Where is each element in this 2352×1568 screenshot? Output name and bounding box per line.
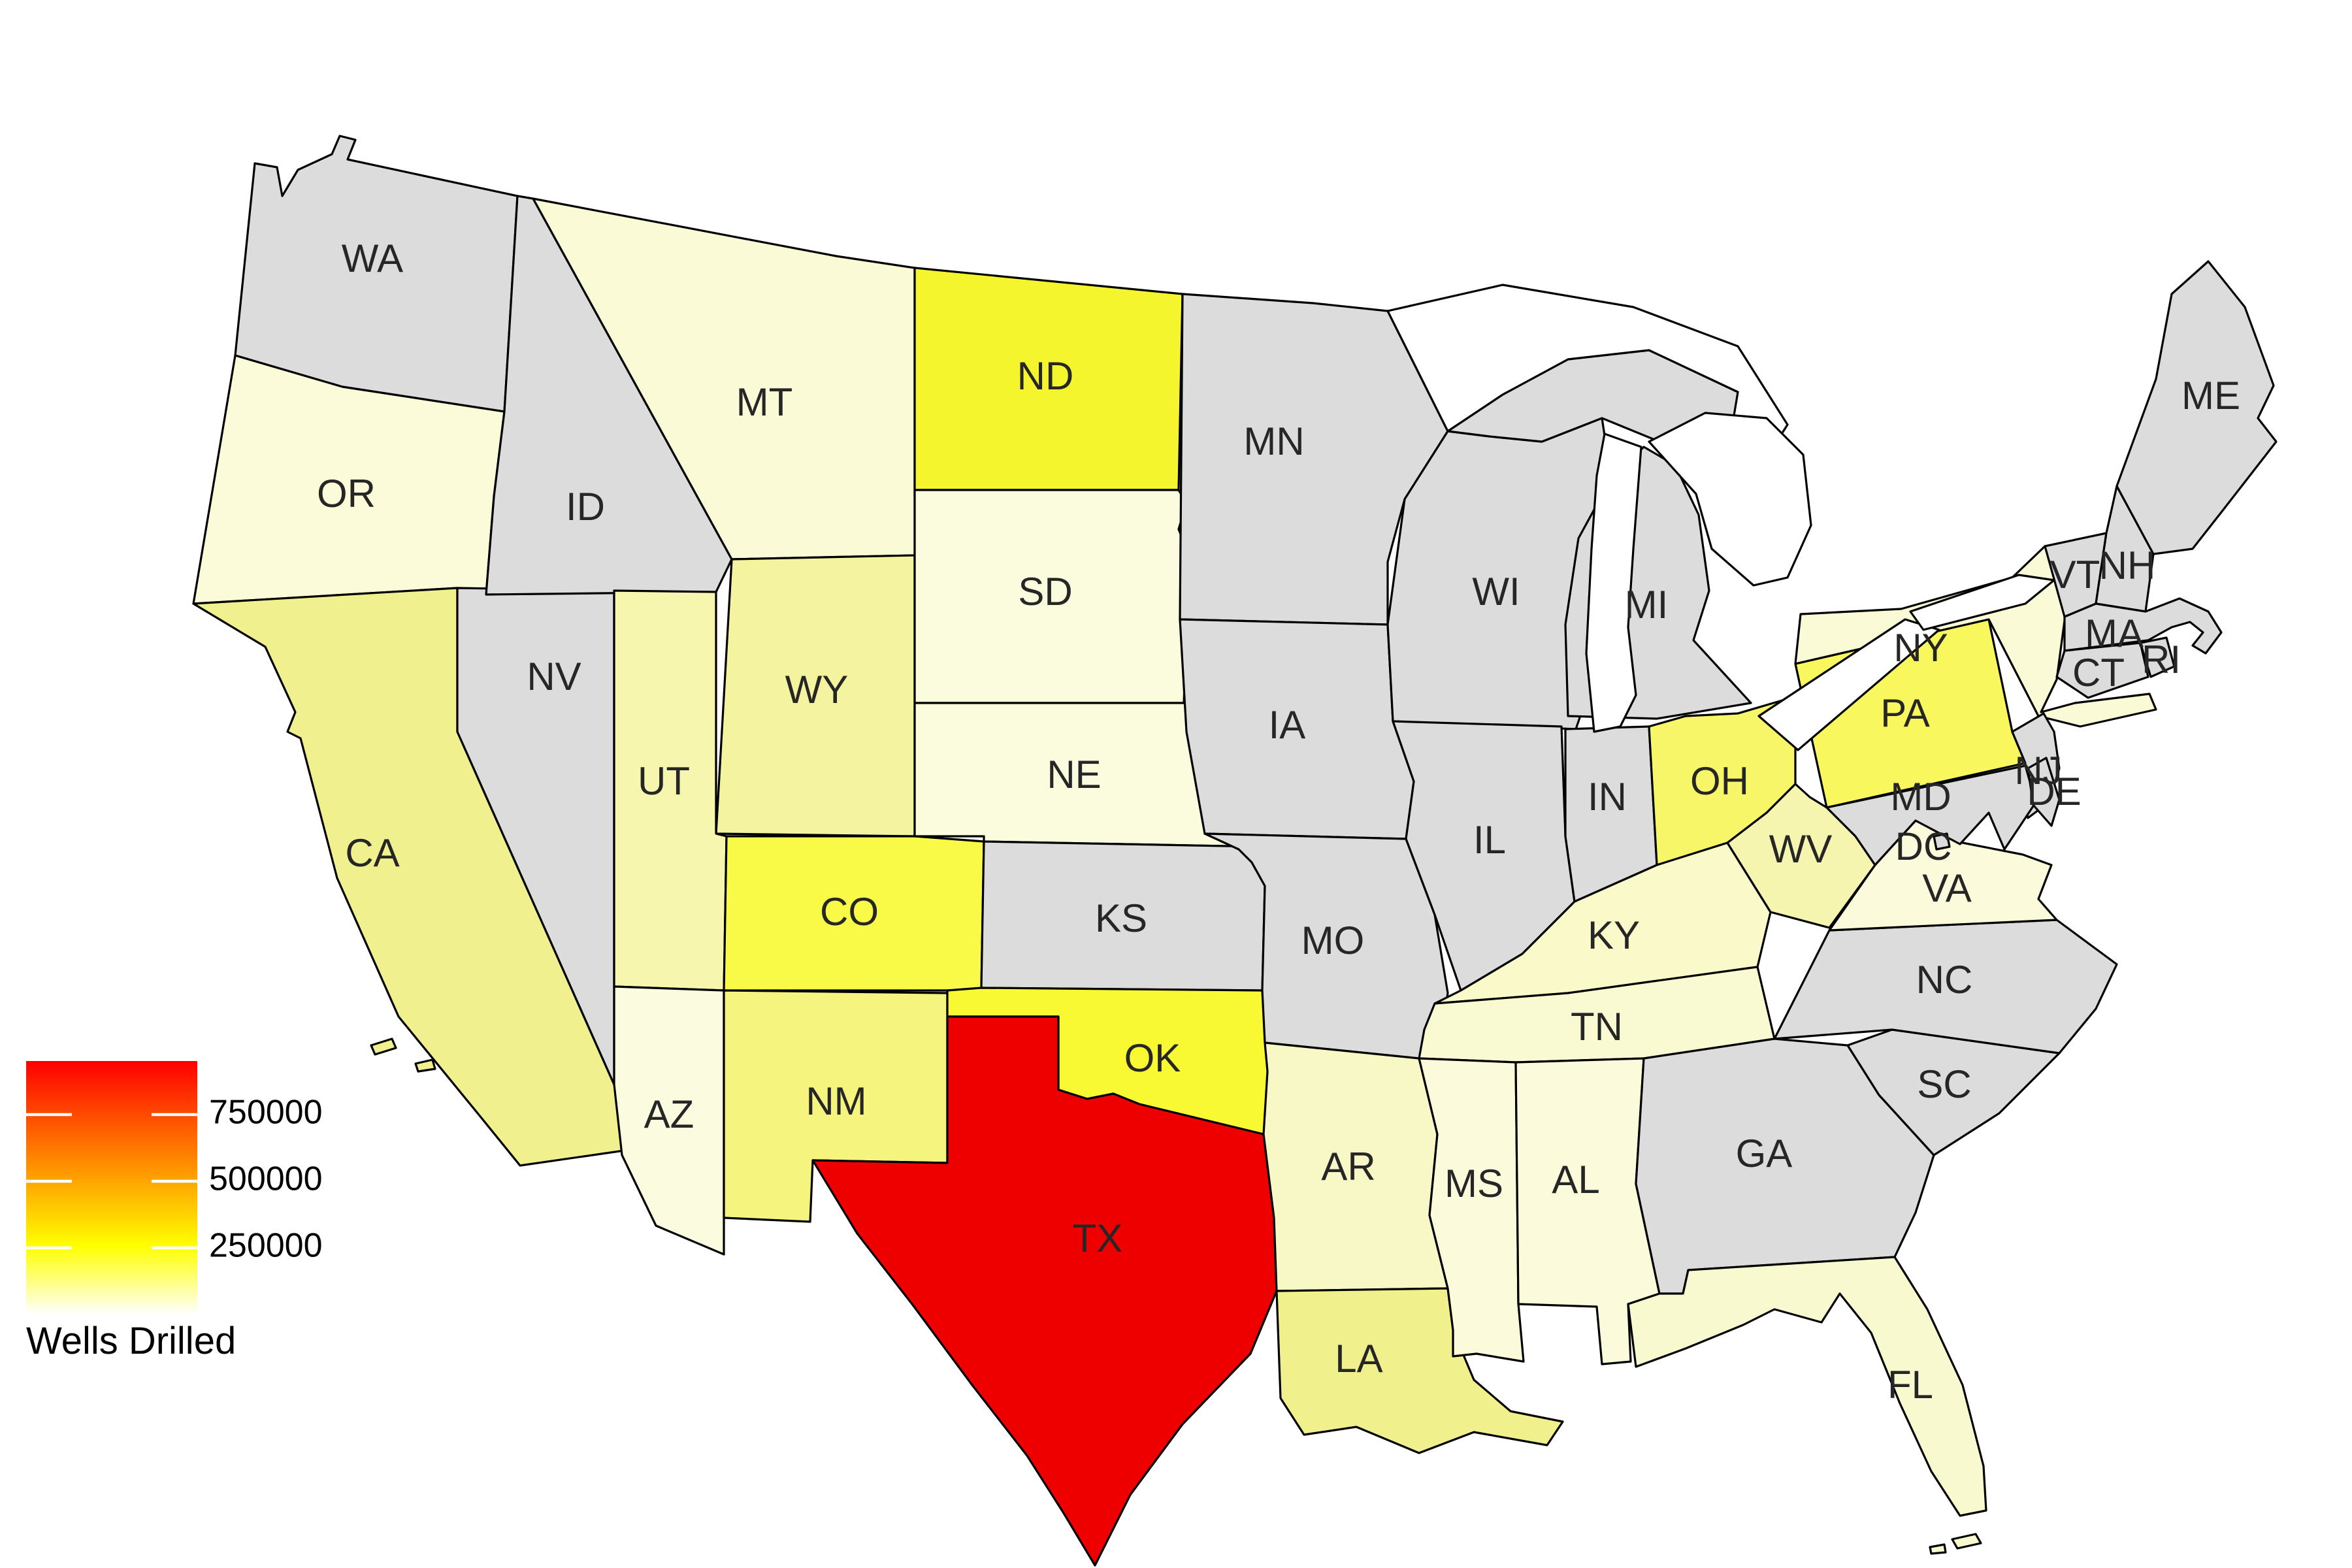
state-label-mi: MI [1625, 583, 1669, 627]
state-nh [2095, 485, 2155, 613]
state-label-mn: MN [1243, 419, 1304, 463]
colorbar-gradient [26, 1061, 197, 1315]
state-label-al: AL [1552, 1158, 1599, 1201]
colorbar-tick-250000: 250000 [26, 1227, 323, 1265]
legend-title: Wells Drilled [26, 1320, 236, 1362]
state-label-me: ME [2181, 374, 2240, 417]
state-label-ia: IA [1269, 703, 1306, 747]
state-label-dc: DC [1895, 825, 1952, 868]
state-ga [1635, 1037, 1935, 1295]
lakes-layer [1386, 284, 2055, 751]
state-label-wa: WA [342, 237, 403, 280]
state-label-ok: OK [1124, 1036, 1181, 1080]
state-label-or: OR [317, 472, 376, 515]
state-label-ne: NE [1047, 753, 1101, 796]
lake-huron [1648, 412, 1812, 587]
state-label-id: ID [566, 485, 605, 529]
state-label-vt: VT [2050, 553, 2100, 596]
state-label-il: IL [1473, 818, 1506, 862]
colorbar-tick-750000: 750000 [26, 1094, 323, 1132]
state-label-va: VA [1922, 866, 1972, 910]
state-label-nv: NV [527, 655, 581, 698]
state-label-ar: AR [1321, 1145, 1375, 1188]
state-label-la: LA [1335, 1337, 1382, 1380]
colorbar-tick-500000: 500000 [26, 1160, 323, 1198]
state-fl [1627, 1256, 1987, 1555]
state-nc [1773, 919, 2118, 1054]
state-tx [811, 1015, 1278, 1567]
colorbar-tick-label: 250000 [209, 1227, 323, 1265]
state-label-nc: NC [1916, 958, 1973, 1002]
state-label-ct: CT [2072, 651, 2125, 694]
state-ri [2139, 636, 2176, 678]
state-label-nd: ND [1017, 354, 1074, 398]
state-label-wi: WI [1472, 570, 1520, 613]
colorbar-legend: 750000 500000 250000 Wells Drilled [26, 1061, 323, 1362]
state-label-ga: GA [1736, 1132, 1793, 1175]
states-layer [192, 135, 2278, 1567]
state-label-ny: NY [1893, 626, 1948, 670]
state-dc [1933, 832, 1951, 851]
state-label-nj: NJ [2014, 749, 2062, 792]
state-label-ut: UT [638, 759, 690, 803]
state-ma [2063, 597, 2223, 655]
state-label-ri: RI [2142, 638, 2181, 681]
colorbar-tick-label: 750000 [209, 1094, 323, 1132]
state-label-mt: MT [736, 380, 793, 424]
state-label-oh: OH [1690, 759, 1749, 803]
state-label-tx: TX [1073, 1217, 1123, 1260]
state-label-ca: CA [345, 831, 399, 875]
state-label-md: MD [1890, 775, 1951, 819]
state-label-wy: WY [785, 668, 849, 711]
state-label-nh: NH [2099, 544, 2156, 587]
state-de [2027, 757, 2061, 827]
state-label-co: CO [820, 890, 879, 934]
state-label-in: IN [1588, 775, 1627, 819]
lake-ontario [1909, 574, 2055, 631]
state-label-sd: SD [1018, 570, 1072, 613]
state-label-fl: FL [1887, 1363, 1933, 1407]
state-label-wv: WV [1769, 827, 1833, 871]
state-label-ma: MA [2085, 612, 2144, 655]
state-label-nm: NM [806, 1079, 866, 1123]
state-me [2115, 260, 2278, 555]
state-label-ks: KS [1095, 896, 1147, 940]
lake-michigan [1585, 433, 1642, 733]
state-labels-layer: WA OR CA NV ID MT WY UT CO AZ NM ND SD N… [317, 237, 2240, 1407]
lake-erie [1757, 618, 1940, 751]
state-label-ms: MS [1445, 1162, 1503, 1205]
state-label-ky: KY [1588, 913, 1640, 957]
state-label-az: AZ [644, 1092, 694, 1136]
colorbar-tick-label: 500000 [209, 1160, 323, 1198]
state-ct [2055, 642, 2149, 699]
state-label-de: DE [2027, 770, 2081, 813]
state-label-sc: SC [1917, 1062, 1971, 1106]
state-label-tn: TN [1571, 1005, 1623, 1049]
state-label-pa: PA [1880, 691, 1930, 735]
state-label-mo: MO [1301, 919, 1365, 962]
